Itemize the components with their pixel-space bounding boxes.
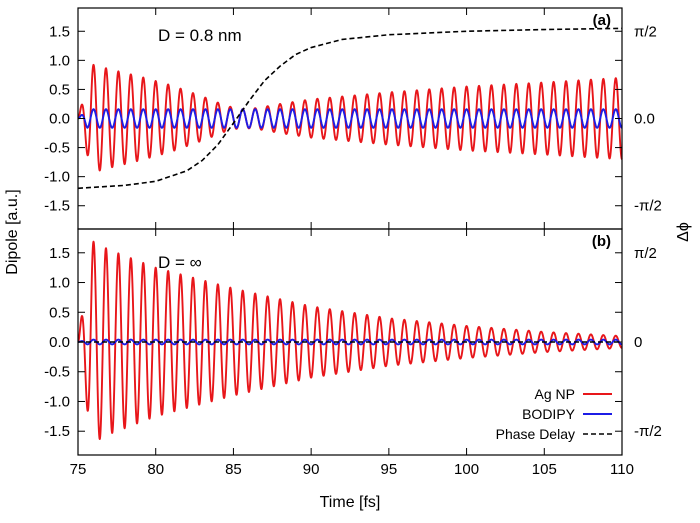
y-tick-label: 1.0 — [49, 52, 70, 69]
x-axis-label: Time [fs] — [320, 494, 381, 511]
legend-label: Ag NP — [535, 386, 575, 402]
panel-annotation: D = ∞ — [158, 253, 202, 272]
panel-label: (a) — [593, 12, 611, 29]
x-tick-label: 90 — [303, 461, 320, 478]
y2-tick-label: 0 — [634, 334, 642, 351]
y-tick-label: -1.0 — [44, 169, 70, 186]
axes-layer — [77, 7, 623, 456]
x-tick-label: 80 — [147, 461, 164, 478]
series-line-bodipy-panel-2 — [77, 338, 623, 346]
x-tick-label: 100 — [454, 461, 479, 478]
y-tick-label: 0.0 — [49, 334, 70, 351]
y-tick-label: -1.5 — [44, 423, 70, 440]
x-tick-label: 75 — [70, 461, 87, 478]
series-line-bodipy-panel-1 — [77, 108, 623, 129]
y2-tick-label: π/2 — [634, 23, 657, 40]
y2-tick-label: -π/2 — [634, 423, 662, 440]
y-tick-label: 1.0 — [49, 275, 70, 292]
y-tick-label: 0.5 — [49, 81, 70, 98]
y-tick-label: 1.5 — [49, 23, 70, 40]
y2-tick-label: -π/2 — [634, 198, 662, 215]
series-line-ag-np-panel-1 — [77, 63, 623, 172]
y2-tick-label: 0.0 — [634, 111, 655, 128]
y-tick-label: 0.0 — [49, 111, 70, 128]
text-layer: 1.5 1.0 0.5 0.0 -0.5 -1.0 -1.5 π/2 0.0 -π/2 (a) D =… — [4, 12, 692, 511]
y2-axis-label: Δϕ — [675, 222, 692, 242]
series-line-phase-delay-panel-1 — [77, 27, 623, 190]
y-axis-label: Dipole [a.u.] — [4, 189, 21, 274]
x-tick-label: 110 — [610, 461, 634, 478]
y-tick-label: -1.0 — [44, 393, 70, 410]
y-tick-label: -1.5 — [44, 198, 70, 215]
x-tick-label: 85 — [225, 461, 242, 478]
y-tick-label: -0.5 — [44, 140, 70, 157]
legend-label: Phase Delay — [496, 426, 575, 442]
y-tick-label: 1.5 — [49, 245, 70, 262]
legend-label: BODIPY — [522, 406, 576, 422]
y-tick-label: 0.5 — [49, 304, 70, 321]
y2-tick-label: π/2 — [634, 245, 657, 262]
x-tick-label: 95 — [381, 461, 398, 478]
x-tick-label: 105 — [532, 461, 557, 478]
series-line-ag-np-panel-2 — [77, 240, 623, 440]
panel-label: (b) — [592, 233, 611, 250]
series-layer — [77, 27, 623, 440]
panel-annotation: D = 0.8 nm — [158, 26, 242, 45]
y-tick-label: -0.5 — [44, 364, 70, 381]
